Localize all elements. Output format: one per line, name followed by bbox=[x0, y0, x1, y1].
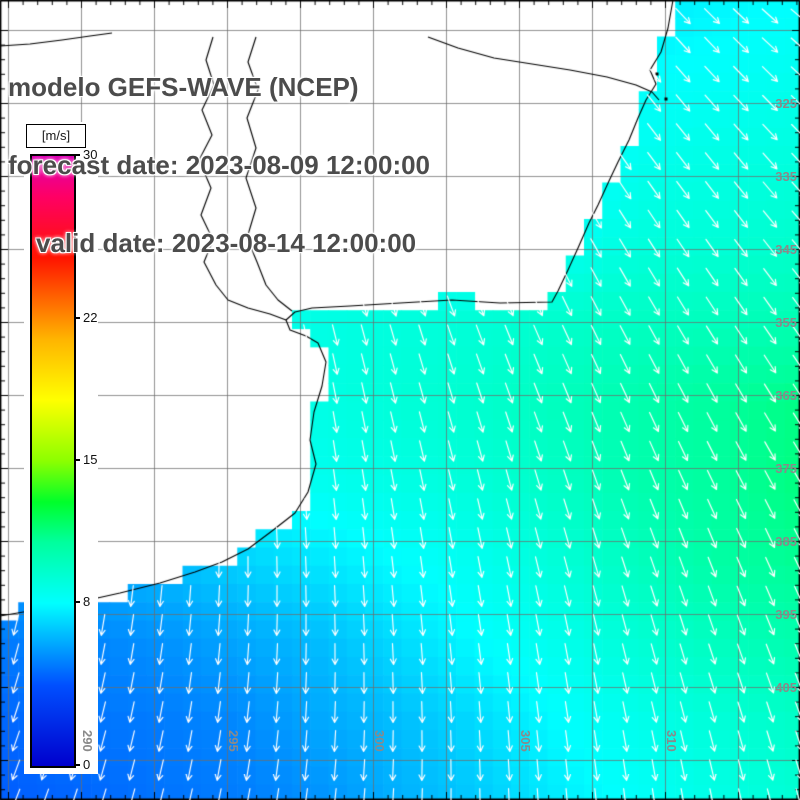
valid-date-label: valid date: 2023-08-14 12:00:00 bbox=[36, 228, 417, 258]
model-title: modelo GEFS-WAVE (NCEP) bbox=[8, 72, 359, 102]
colorbar-gradient bbox=[30, 154, 76, 768]
colorbar-unit-label: [m/s] bbox=[26, 124, 86, 148]
colorbar: [m/s] bbox=[24, 122, 98, 774]
map-header: modelo GEFS-WAVE (NCEP) forecast date: 2… bbox=[8, 22, 430, 308]
forecast-date-label: forecast date: 2023-08-09 12:00:00 bbox=[8, 150, 431, 180]
